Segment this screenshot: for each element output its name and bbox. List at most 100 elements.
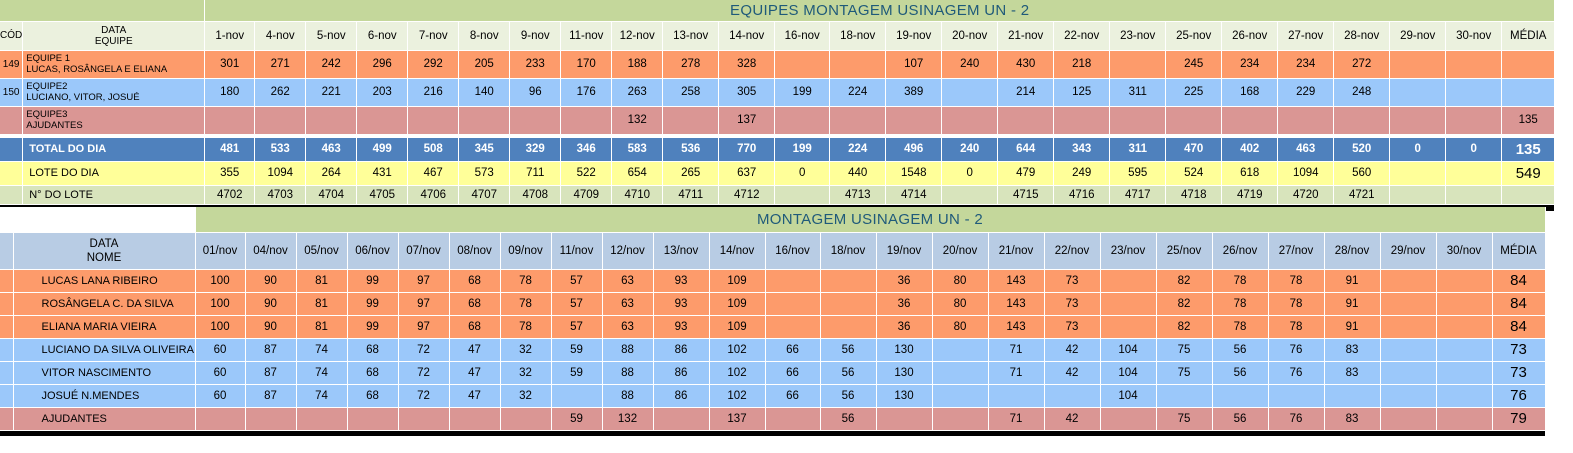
person-value-cell[interactable]: 68 — [347, 384, 399, 408]
total-value-cell[interactable]: 402 — [1221, 137, 1279, 162]
team-value-cell[interactable] — [254, 106, 307, 135]
person-value-cell[interactable] — [398, 407, 450, 431]
person-value-cell[interactable] — [1436, 384, 1493, 408]
person-value-cell[interactable] — [765, 407, 821, 431]
person-value-cell[interactable]: 104 — [1100, 361, 1157, 385]
person-value-cell[interactable]: 74 — [296, 361, 348, 385]
day-header[interactable]: 9-nov — [509, 21, 562, 51]
team-value-cell[interactable]: 389 — [885, 78, 943, 107]
person-value-cell[interactable]: 78 — [500, 292, 552, 316]
person-value-cell[interactable] — [820, 292, 877, 316]
person-value-cell[interactable] — [1324, 384, 1381, 408]
team-value-cell[interactable]: 125 — [1053, 78, 1111, 107]
day-header[interactable]: 29-nov — [1389, 21, 1447, 51]
person-value-cell[interactable]: 71 — [988, 361, 1045, 385]
total-value-cell[interactable]: 770 — [718, 137, 776, 162]
person-value-cell[interactable]: 56 — [820, 384, 877, 408]
team-value-cell[interactable] — [204, 106, 256, 135]
team-value-cell[interactable] — [662, 106, 720, 135]
total-media-cell[interactable]: 135 — [1501, 137, 1556, 162]
team-value-cell[interactable]: 278 — [662, 50, 720, 79]
day-header[interactable]: 7-nov — [407, 21, 460, 51]
person-value-cell[interactable]: 60 — [195, 361, 246, 385]
person-value-cell[interactable]: 102 — [709, 384, 766, 408]
team-value-cell[interactable]: 305 — [718, 78, 776, 107]
day-header[interactable]: 16-nov — [774, 21, 831, 51]
numlote-value-cell[interactable]: 4710 — [611, 185, 664, 205]
person-value-cell[interactable]: 99 — [347, 292, 399, 316]
numlote-value-cell[interactable]: 4712 — [718, 185, 776, 205]
person-value-cell[interactable]: 88 — [602, 338, 654, 362]
team-value-cell[interactable] — [560, 106, 613, 135]
total-value-cell[interactable]: 499 — [356, 137, 409, 162]
person-value-cell[interactable] — [1100, 269, 1157, 293]
person-value-cell[interactable]: 130 — [876, 384, 933, 408]
total-value-cell[interactable]: 224 — [829, 137, 887, 162]
team-value-cell[interactable]: 296 — [356, 50, 409, 79]
total-value-cell[interactable]: 329 — [509, 137, 562, 162]
person-value-cell[interactable]: 90 — [245, 269, 297, 293]
person-value-cell[interactable] — [1380, 292, 1437, 316]
person-value-cell[interactable] — [1100, 292, 1157, 316]
total-value-cell[interactable]: 343 — [1053, 137, 1111, 162]
team-value-cell[interactable]: 214 — [997, 78, 1055, 107]
numlote-value-cell[interactable]: 4721 — [1333, 185, 1391, 205]
team-value-cell[interactable] — [997, 106, 1055, 135]
team-value-cell[interactable]: 248 — [1333, 78, 1391, 107]
team-value-cell[interactable]: 199 — [774, 78, 831, 107]
team-value-cell[interactable] — [774, 50, 831, 79]
day-header[interactable]: 12-nov — [611, 21, 664, 51]
person-value-cell[interactable] — [1436, 407, 1493, 431]
team-value-cell[interactable] — [1109, 50, 1167, 79]
team-value-cell[interactable]: 234 — [1221, 50, 1279, 79]
person-value-cell[interactable] — [245, 407, 297, 431]
person-value-cell[interactable]: 76 — [1268, 338, 1325, 362]
person-name[interactable]: LUCAS LANA RIBEIRO — [13, 269, 196, 293]
numlote-value-cell[interactable]: 4706 — [407, 185, 460, 205]
person-value-cell[interactable]: 74 — [296, 338, 348, 362]
day-header[interactable]: 06/nov — [347, 232, 399, 270]
total-value-cell[interactable]: 346 — [560, 137, 613, 162]
person-value-cell[interactable] — [500, 407, 552, 431]
person-value-cell[interactable]: 72 — [398, 338, 450, 362]
person-value-cell[interactable]: 36 — [876, 315, 933, 339]
team-value-cell[interactable]: 245 — [1165, 50, 1223, 79]
numlote-value-cell[interactable]: 4708 — [509, 185, 562, 205]
person-value-cell[interactable]: 68 — [347, 361, 399, 385]
person-value-cell[interactable]: 90 — [245, 315, 297, 339]
person-value-cell[interactable]: 82 — [1156, 269, 1213, 293]
day-header[interactable]: 5-nov — [305, 21, 358, 51]
person-value-cell[interactable]: 93 — [653, 292, 710, 316]
numlote-value-cell[interactable]: 4718 — [1165, 185, 1223, 205]
day-header[interactable]: 04/nov — [245, 232, 297, 270]
numlote-value-cell[interactable]: 4713 — [829, 185, 887, 205]
person-value-cell[interactable]: 71 — [988, 338, 1045, 362]
day-header[interactable]: 11/nov — [551, 232, 603, 270]
person-value-cell[interactable]: 99 — [347, 315, 399, 339]
team-value-cell[interactable] — [1221, 106, 1279, 135]
person-value-cell[interactable]: 59 — [551, 338, 603, 362]
total-value-cell[interactable]: 463 — [305, 137, 358, 162]
person-value-cell[interactable]: 87 — [245, 361, 297, 385]
person-value-cell[interactable]: 97 — [398, 315, 450, 339]
person-value-cell[interactable]: 88 — [602, 384, 654, 408]
person-value-cell[interactable]: 42 — [1044, 407, 1101, 431]
total-value-cell[interactable]: 463 — [1277, 137, 1335, 162]
person-value-cell[interactable]: 78 — [1268, 315, 1325, 339]
person-value-cell[interactable] — [1268, 384, 1325, 408]
person-value-cell[interactable]: 130 — [876, 338, 933, 362]
numlote-value-cell[interactable] — [941, 185, 999, 205]
team-value-cell[interactable]: 263 — [611, 78, 664, 107]
numlote-value-cell[interactable]: 4703 — [254, 185, 307, 205]
team-media-cell[interactable]: 135 — [1501, 106, 1556, 135]
team-value-cell[interactable]: 233 — [509, 50, 562, 79]
team-value-cell[interactable] — [941, 78, 999, 107]
person-value-cell[interactable]: 80 — [932, 292, 989, 316]
person-value-cell[interactable] — [1380, 407, 1437, 431]
person-value-cell[interactable]: 57 — [551, 269, 603, 293]
person-value-cell[interactable]: 93 — [653, 315, 710, 339]
person-value-cell[interactable] — [820, 315, 877, 339]
person-value-cell[interactable] — [1436, 269, 1493, 293]
day-header[interactable]: 07/nov — [398, 232, 450, 270]
team-value-cell[interactable]: 96 — [509, 78, 562, 107]
